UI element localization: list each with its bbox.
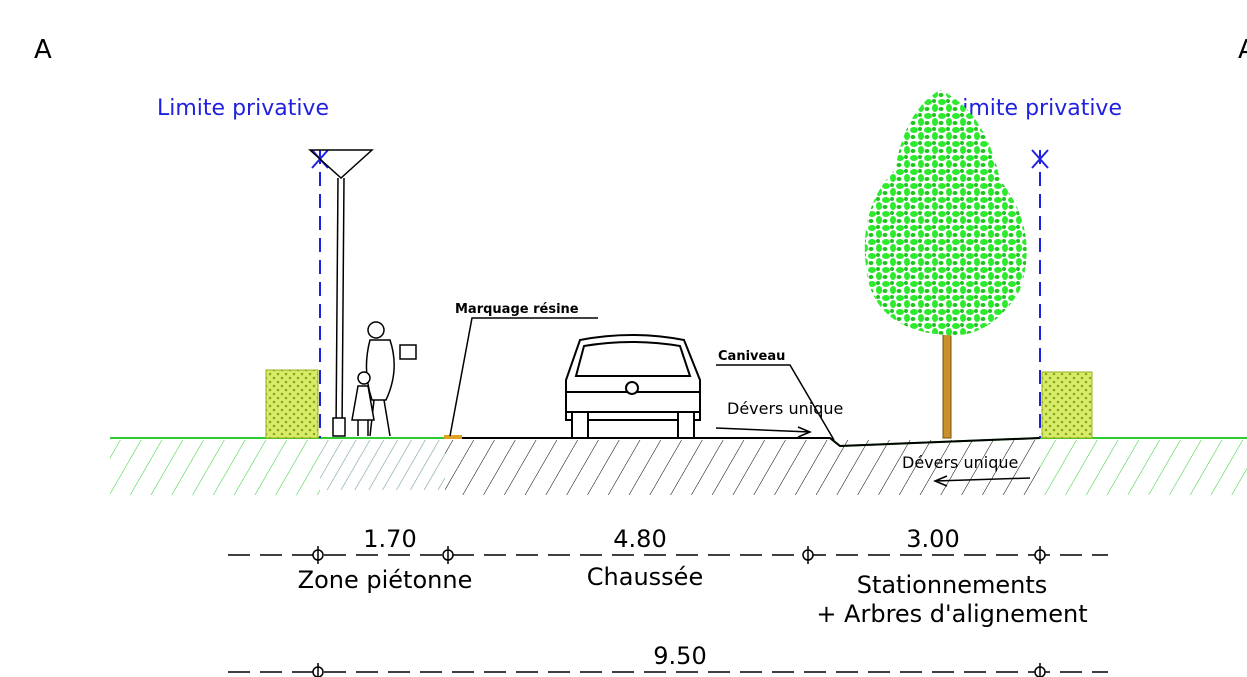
total-value: 9.50 (653, 642, 706, 670)
hedge (266, 370, 318, 438)
zone-sublabel: + Arbres d'alignement (816, 600, 1087, 628)
dimension-value: 4.80 (613, 525, 666, 553)
ground-green (110, 440, 320, 495)
ground-sidewalk (320, 440, 445, 490)
car (566, 335, 700, 438)
limit-label: Limite privative (157, 96, 329, 121)
zone-label: Stationnements (857, 571, 1048, 599)
arrow (716, 427, 810, 437)
ground-green (1040, 440, 1247, 495)
annotation: Caniveau (718, 349, 785, 364)
section-mark: A (34, 35, 52, 65)
pedestrians (352, 322, 416, 436)
zone-label: Chaussée (587, 563, 703, 591)
hedge (1042, 372, 1092, 438)
dimension-value: 1.70 (363, 525, 416, 553)
limit-label: Limite privative (950, 96, 1122, 121)
annotation: Dévers unique (902, 453, 1018, 472)
annotation: Marquage résine (455, 302, 579, 317)
section-mark: A (1238, 35, 1247, 65)
annotation: Dévers unique (727, 399, 843, 418)
cross-section: A A Limite privative Limite privative (0, 0, 1247, 677)
zone-label: Zone piétonne (298, 566, 473, 594)
tree (865, 90, 1027, 438)
dimension-value: 3.00 (906, 525, 959, 553)
